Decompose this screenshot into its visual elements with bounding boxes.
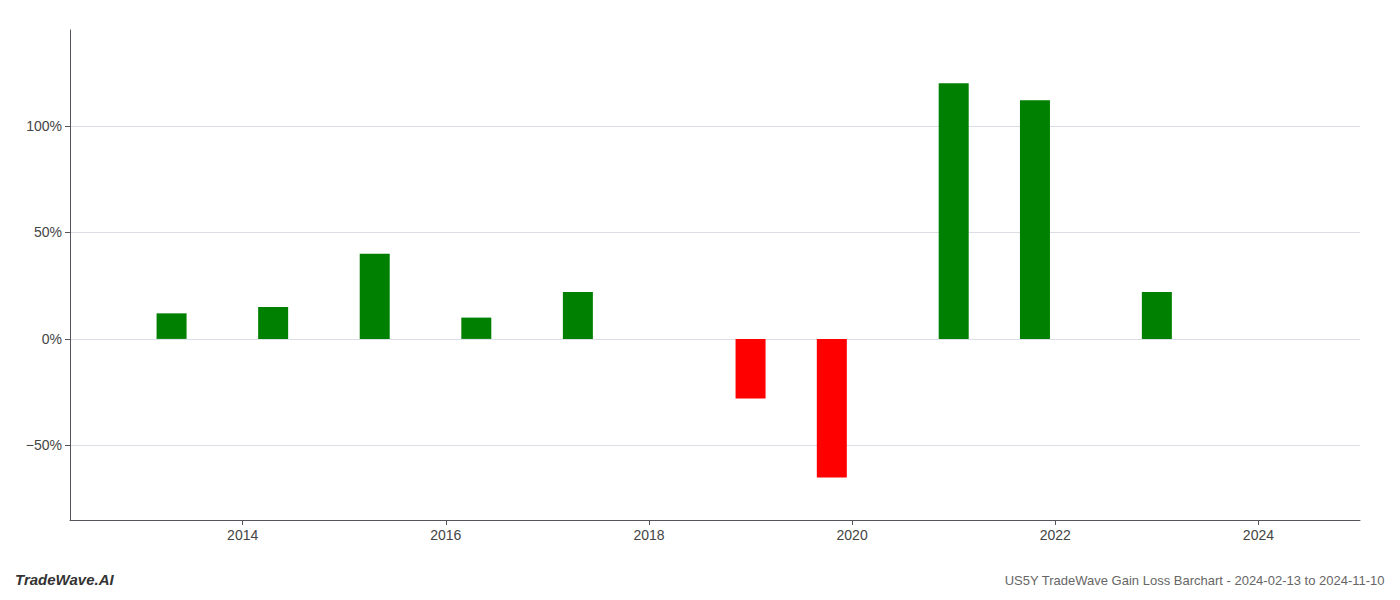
- svg-text:TradeWave.AI: TradeWave.AI: [15, 571, 114, 588]
- svg-text:−50%: −50%: [26, 437, 62, 453]
- svg-text:2024: 2024: [1243, 527, 1274, 543]
- svg-text:50%: 50%: [34, 224, 62, 240]
- svg-text:2020: 2020: [837, 527, 868, 543]
- svg-text:2022: 2022: [1040, 527, 1071, 543]
- svg-text:2014: 2014: [227, 527, 258, 543]
- svg-text:2018: 2018: [633, 527, 664, 543]
- svg-text:US5Y TradeWave Gain Loss Barch: US5Y TradeWave Gain Loss Barchart - 2024…: [1005, 573, 1385, 588]
- svg-text:2016: 2016: [430, 527, 461, 543]
- svg-text:100%: 100%: [26, 118, 62, 134]
- svg-text:0%: 0%: [42, 331, 62, 347]
